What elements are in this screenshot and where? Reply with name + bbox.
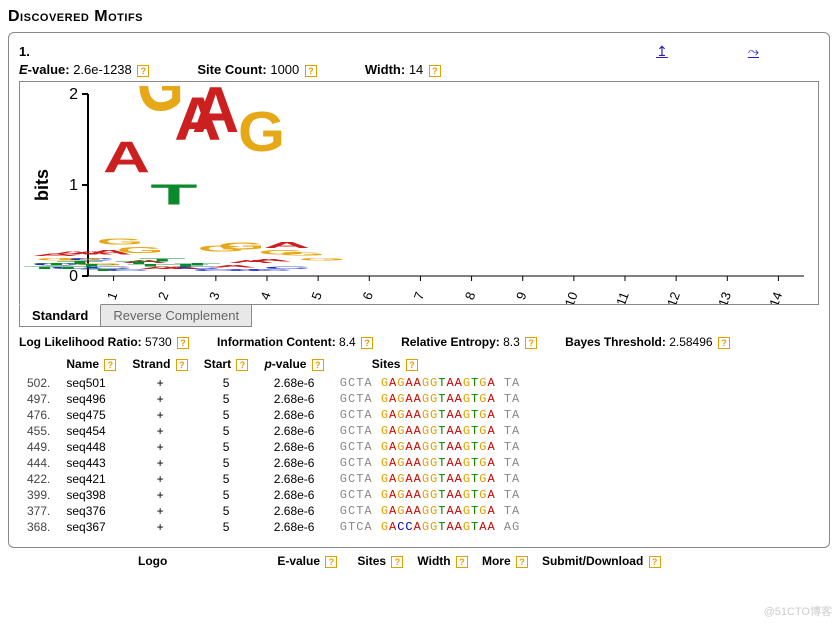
svg-text:T: T: [68, 264, 115, 268]
svg-text:11: 11: [613, 290, 632, 304]
table-row: 377.seq376+52.68e-6GCTA GAGAAGGTAAGTGA T…: [19, 503, 528, 519]
svg-text:T: T: [174, 263, 221, 267]
svg-text:A: A: [246, 258, 293, 263]
sitecount-label: Site Count:: [197, 62, 266, 77]
sitecount-value: 1000: [270, 62, 299, 77]
help-icon[interactable]: ?: [177, 337, 189, 349]
svg-text:8: 8: [462, 290, 479, 302]
link-more[interactable]: More: [482, 554, 511, 568]
help-icon[interactable]: ?: [176, 359, 188, 371]
link-sites[interactable]: Sites: [357, 554, 386, 568]
svg-text:G: G: [278, 251, 325, 256]
table-row: 497.seq496+52.68e-6GCTA GAGAAGGTAAGTGA T…: [19, 391, 528, 407]
svg-text:2: 2: [155, 290, 172, 302]
link-evalue[interactable]: E-value: [277, 554, 320, 568]
help-icon[interactable]: ?: [325, 556, 337, 568]
motif-panel: 1. ↥ ⤳ E-value: 2.6e-1238 ? Site Count: …: [8, 32, 830, 548]
help-icon[interactable]: ?: [137, 65, 149, 77]
help-icon[interactable]: ?: [104, 359, 116, 371]
table-row: 399.seq398+52.68e-6GCTA GAGAAGGTAAGTGA T…: [19, 487, 528, 503]
help-icon[interactable]: ?: [429, 65, 441, 77]
svg-text:C: C: [263, 266, 310, 270]
motif-index: 1.: [19, 44, 30, 59]
evalue-value: 2.6e-1238: [73, 62, 132, 77]
help-icon[interactable]: ?: [391, 556, 403, 568]
motif-stats-secondary: Log Likelihood Ratio: 5730 ? Information…: [19, 335, 819, 349]
logo-svg: 012bitsTCGA1CTGA2TGCA3CTAG4CTGA5TAG6AG7A…: [24, 86, 814, 304]
svg-text:1: 1: [69, 177, 78, 194]
help-icon[interactable]: ?: [305, 65, 317, 77]
svg-text:A: A: [192, 86, 239, 146]
svg-text:4: 4: [257, 290, 274, 302]
svg-text:14: 14: [766, 290, 785, 304]
sites-table: Name ? Strand ? Start ? p-value ? Sites …: [19, 355, 528, 535]
svg-text:bits: bits: [32, 169, 52, 201]
svg-text:A: A: [103, 132, 150, 182]
svg-text:T: T: [150, 179, 197, 211]
sequence-logo: 012bitsTCGA1CTGA2TGCA3CTAG4CTGA5TAG6AG7A…: [19, 81, 819, 305]
width-value: 14: [409, 62, 423, 77]
svg-text:2: 2: [69, 86, 78, 103]
svg-text:9: 9: [513, 290, 530, 302]
sites-table-scroll[interactable]: Name ? Strand ? Start ? p-value ? Sites …: [19, 355, 819, 537]
svg-text:10: 10: [562, 290, 581, 304]
help-icon[interactable]: ?: [406, 359, 418, 371]
motif-header: 1. ↥ ⤳: [19, 43, 819, 60]
svg-text:G: G: [238, 101, 285, 164]
link-width[interactable]: Width: [417, 554, 450, 568]
section-title: Discovered Motifs: [8, 8, 830, 26]
svg-text:6: 6: [360, 290, 377, 302]
svg-text:G: G: [117, 246, 164, 255]
svg-text:12: 12: [664, 290, 683, 304]
table-row: 444.seq443+52.68e-6GCTA GAGAAGGTAAGTGA T…: [19, 455, 528, 471]
svg-text:5: 5: [308, 290, 325, 302]
svg-text:T: T: [80, 269, 127, 272]
svg-text:G: G: [299, 257, 346, 262]
width-label: Width:: [365, 62, 405, 77]
help-icon[interactable]: ?: [525, 337, 537, 349]
svg-text:3: 3: [206, 290, 223, 302]
nav-forward-icon[interactable]: ⤳: [748, 43, 759, 60]
watermark: @51CTO博客: [764, 603, 832, 619]
tab-revcomp[interactable]: Reverse Complement: [101, 305, 252, 327]
svg-text:A: A: [263, 241, 310, 250]
help-icon[interactable]: ?: [312, 359, 324, 371]
svg-text:T: T: [139, 257, 186, 262]
table-row: 422.seq421+52.68e-6GCTA GAGAAGGTAAGTGA T…: [19, 471, 528, 487]
svg-text:13: 13: [715, 290, 734, 304]
logo-tabs: Standard Reverse Complement: [19, 305, 819, 327]
motif-stats-primary: E-value: 2.6e-1238 ? Site Count: 1000 ? …: [19, 62, 819, 77]
table-row: 455.seq454+52.68e-6GCTA GAGAAGGTAAGTGA T…: [19, 423, 528, 439]
tab-standard[interactable]: Standard: [19, 304, 101, 327]
help-icon[interactable]: ?: [236, 359, 248, 371]
help-icon[interactable]: ?: [516, 556, 528, 568]
bottom-link-row: Logo E-value ? Sites ? Width ? More ? Su…: [8, 554, 830, 568]
svg-text:1: 1: [104, 290, 121, 302]
table-row: 502.seq501+52.68e-6GCTA GAGAAGGTAAGTGA T…: [19, 375, 528, 391]
help-icon[interactable]: ?: [649, 556, 661, 568]
svg-text:0: 0: [69, 268, 78, 285]
nav-up-icon[interactable]: ↥: [656, 43, 668, 60]
table-row: 368.seq367+52.68e-6GTCA GACCAGGTAAGTAA A…: [19, 519, 528, 535]
table-row: 476.seq475+52.68e-6GCTA GAGAAGGTAAGTGA T…: [19, 407, 528, 423]
help-icon[interactable]: ?: [361, 337, 373, 349]
svg-text:G: G: [97, 237, 144, 246]
table-row: 449.seq448+52.68e-6GCTA GAGAAGGTAAGTGA T…: [19, 439, 528, 455]
help-icon[interactable]: ?: [456, 556, 468, 568]
link-logo[interactable]: Logo: [138, 554, 167, 568]
help-icon[interactable]: ?: [718, 337, 730, 349]
svg-text:7: 7: [411, 290, 428, 302]
link-submit-download[interactable]: Submit/Download: [542, 554, 643, 568]
